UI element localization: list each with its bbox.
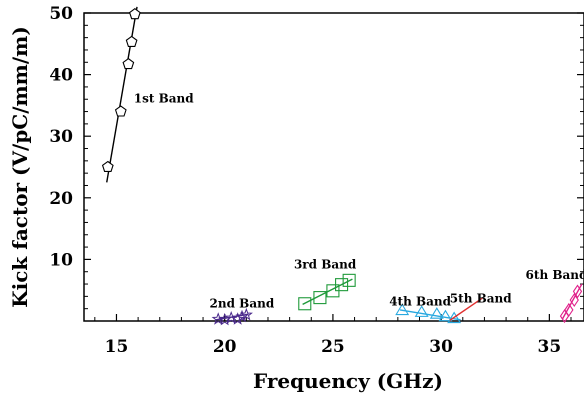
triangle-marker: [438, 309, 453, 322]
axis-ticks: 15 20 25 30 35 10 20 30 40 50: [49, 4, 584, 357]
series-4: [395, 303, 462, 324]
star-marker: [231, 312, 245, 325]
band-label: 1st Band: [134, 91, 194, 105]
triangle-marker: [429, 307, 444, 319]
series-line: [302, 278, 353, 305]
series-1: [101, 6, 141, 183]
square-marker: [313, 291, 327, 305]
x-tick-label: 15: [105, 337, 129, 357]
star-marker: [211, 312, 225, 325]
y-tick-label: 10: [49, 250, 73, 270]
y-tick-label: 30: [49, 127, 73, 147]
series-3: [298, 273, 356, 311]
y-tick-label: 20: [49, 189, 73, 209]
series-line: [561, 283, 583, 320]
square-marker: [298, 297, 312, 311]
diamond-marker: [569, 293, 579, 308]
star-marker: [224, 310, 238, 324]
x-axis-title: Frequency (GHz): [253, 369, 443, 393]
square-marker: [335, 278, 349, 292]
star-marker: [239, 307, 253, 321]
band-label: 5th Band: [450, 292, 512, 306]
series-line: [449, 297, 483, 321]
triangle-marker: [447, 311, 462, 324]
plot-frame: [83, 12, 584, 322]
x-tick-label: 25: [321, 337, 345, 357]
triangle-marker: [414, 305, 429, 317]
x-tick-label: 30: [429, 337, 453, 357]
star-marker: [235, 309, 249, 323]
pentagon-marker: [122, 57, 135, 70]
y-axis-title: Kick factor (V/pC/mm/m): [8, 26, 32, 308]
x-tick-label: 35: [538, 337, 562, 357]
series-5: [449, 297, 483, 321]
series-2: [211, 307, 253, 326]
square-marker: [342, 273, 356, 287]
triangle-marker: [395, 303, 410, 316]
band-label: 3rd Band: [294, 258, 357, 272]
y-tick-label: 40: [49, 66, 73, 86]
diamond-marker: [564, 302, 574, 317]
band-label: 2nd Band: [210, 296, 275, 310]
pentagon-marker: [128, 8, 141, 20]
y-tick-label: 50: [49, 4, 73, 24]
diamond-marker: [572, 284, 583, 299]
series-line: [106, 6, 138, 183]
series-6: [559, 283, 583, 324]
band-label: 4th Band: [389, 295, 451, 309]
band-label: 6th Band: [526, 268, 584, 282]
pentagon-marker: [125, 35, 138, 47]
x-tick-label: 20: [213, 337, 237, 357]
series-layer: [101, 6, 583, 326]
pentagon-marker: [101, 160, 114, 172]
pentagon-marker: [114, 105, 127, 117]
